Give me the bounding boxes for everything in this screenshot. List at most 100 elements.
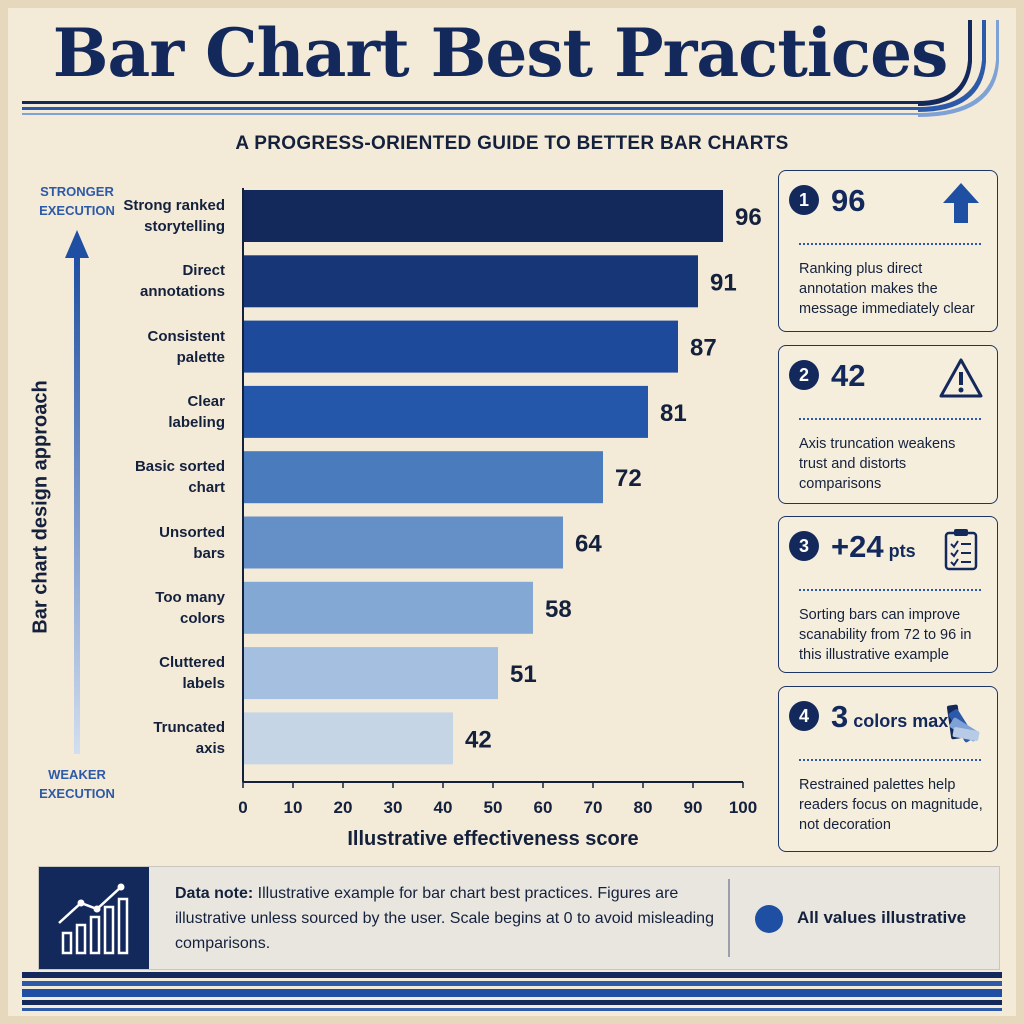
bar: [244, 320, 678, 373]
page-subtitle: A PROGRESS-ORIENTED GUIDE TO BETTER BAR …: [235, 133, 789, 154]
data-note-label: Data note:: [175, 885, 254, 902]
card-stat-value: 96: [831, 183, 866, 218]
direction-arrow: [65, 230, 89, 754]
card-description: Restrained palettes help readers focus o…: [799, 777, 983, 833]
card-number-badge: 1: [789, 185, 819, 215]
data-note-text: Data note: Illustrative example for bar …: [175, 881, 735, 956]
color-swatch-icon: [939, 701, 983, 745]
bar: [244, 255, 698, 308]
category-label-line: Direct: [182, 262, 225, 280]
clipboard-checklist-icon: [939, 527, 983, 571]
card-stat: +24 pts: [831, 529, 916, 565]
category-label-line: Clear: [187, 392, 225, 410]
illustrative-dot-icon: [755, 905, 783, 933]
insight-card-1: 1 96 Ranking plus direct annotation makes …: [778, 170, 998, 332]
note-divider: [728, 879, 730, 957]
x-tick-label: 80: [634, 798, 653, 817]
x-tick-label: 20: [334, 798, 353, 817]
card-separator: [799, 589, 981, 591]
bar: [244, 385, 648, 438]
card-description: Sorting bars can improve scanability fro…: [799, 607, 972, 663]
bar: [244, 581, 533, 634]
bar: [244, 712, 453, 765]
category-label-line: chart: [188, 479, 225, 497]
insight-card-2: 2 42 Axis truncation weakens trust and dis…: [778, 345, 998, 504]
footer-stripes: [22, 972, 1002, 1011]
y-bottom-label: WEAKER EXECUTION: [39, 767, 115, 801]
category-label: Basic sorted chart: [105, 456, 225, 498]
bar-value-label: 81: [660, 400, 687, 427]
x-tick-label: 60: [534, 798, 553, 817]
card-separator: [799, 759, 981, 761]
warning-icon: [939, 356, 983, 400]
x-tick-label: 100: [729, 798, 757, 817]
category-label-line: Truncated: [153, 719, 225, 737]
card-description: Axis truncation weakens trust and distor…: [799, 436, 956, 492]
bar: [244, 647, 498, 700]
x-tick-label: 50: [484, 798, 503, 817]
category-label: Strong ranked storytelling: [105, 195, 225, 237]
category-label-line: Consistent: [147, 327, 225, 345]
page-title: Bar Chart Best Practices: [52, 14, 948, 92]
card-separator: [799, 243, 981, 245]
category-label-line: Strong ranked: [123, 197, 225, 214]
growth-chart-icon: [39, 867, 149, 969]
x-tick-label: 30: [384, 798, 403, 817]
x-tick-label: 10: [284, 798, 303, 817]
category-label-line: Cluttered: [159, 654, 225, 672]
category-label: Too many colors: [105, 587, 225, 629]
header-swoosh: [22, 20, 999, 117]
x-tick-label: 90: [684, 798, 703, 817]
card-separator: [799, 418, 981, 420]
category-label: Unsorted bars: [105, 522, 225, 564]
x-tick-label: 70: [584, 798, 603, 817]
card-description: Ranking plus direct annotation makes the…: [799, 261, 975, 317]
x-tick-label: 40: [434, 798, 453, 817]
y-top-label: STRONGER EXECUTION: [39, 184, 115, 218]
category-label-line: axis: [195, 740, 225, 758]
category-label-line: labeling: [168, 413, 225, 431]
category-label-line: palette: [176, 348, 225, 366]
bar-value-label: 91: [710, 269, 737, 296]
category-label: Clear labeling: [105, 391, 225, 433]
card-number-badge: 4: [789, 701, 819, 731]
category-label-line: labels: [182, 675, 225, 693]
card-stat: 96: [831, 183, 865, 219]
card-stat-value: 42: [831, 358, 866, 393]
insight-card-3: 3 +24 pts Sorting bars can improve scanabi…: [778, 516, 998, 673]
category-label: Cluttered labels: [105, 652, 225, 694]
card-number-badge: 2: [789, 360, 819, 390]
x-axis-title: Illustrative effectiveness score: [347, 828, 639, 850]
bar-value-label: 72: [615, 465, 642, 492]
category-label-line: colors: [179, 609, 225, 627]
card-stat-unit: colors max: [848, 711, 949, 731]
category-label: Direct annotations: [105, 260, 225, 302]
bar-value-label: 42: [465, 726, 492, 753]
card-stat: 3 colors max: [831, 699, 948, 735]
card-stat-value: 3: [831, 699, 849, 734]
bar-value-label: 87: [690, 335, 717, 362]
bar-value-label: 64: [575, 531, 602, 558]
bar-value-label: 58: [545, 596, 572, 623]
category-label-line: annotations: [140, 283, 225, 301]
category-label-line: bars: [193, 544, 225, 562]
bar: [244, 190, 723, 242]
category-label: Consistent palette: [105, 326, 225, 368]
bar-chart: 0 10 20 30 40 50 60 70 80 90 100 96 91 87 81 72 64 58 51 42: [238, 188, 762, 817]
category-label: Truncated axis: [105, 717, 225, 759]
bar: [244, 451, 603, 504]
bar-value-label: 51: [510, 661, 537, 688]
up-arrow-icon: [939, 181, 983, 225]
card-stat: 42: [831, 358, 865, 394]
card-stat-value: +24: [831, 529, 884, 564]
x-tick-label: 0: [238, 798, 247, 817]
category-label-line: Basic sorted: [134, 458, 225, 476]
bar-value-label: 96: [735, 204, 762, 231]
category-label-line: Too many: [155, 588, 225, 606]
category-label-line: Unsorted: [159, 523, 225, 541]
illustrative-badge: All values illustrative: [797, 908, 967, 927]
data-note: Data note: Illustrative example for bar …: [38, 866, 1000, 970]
bar: [244, 516, 563, 569]
